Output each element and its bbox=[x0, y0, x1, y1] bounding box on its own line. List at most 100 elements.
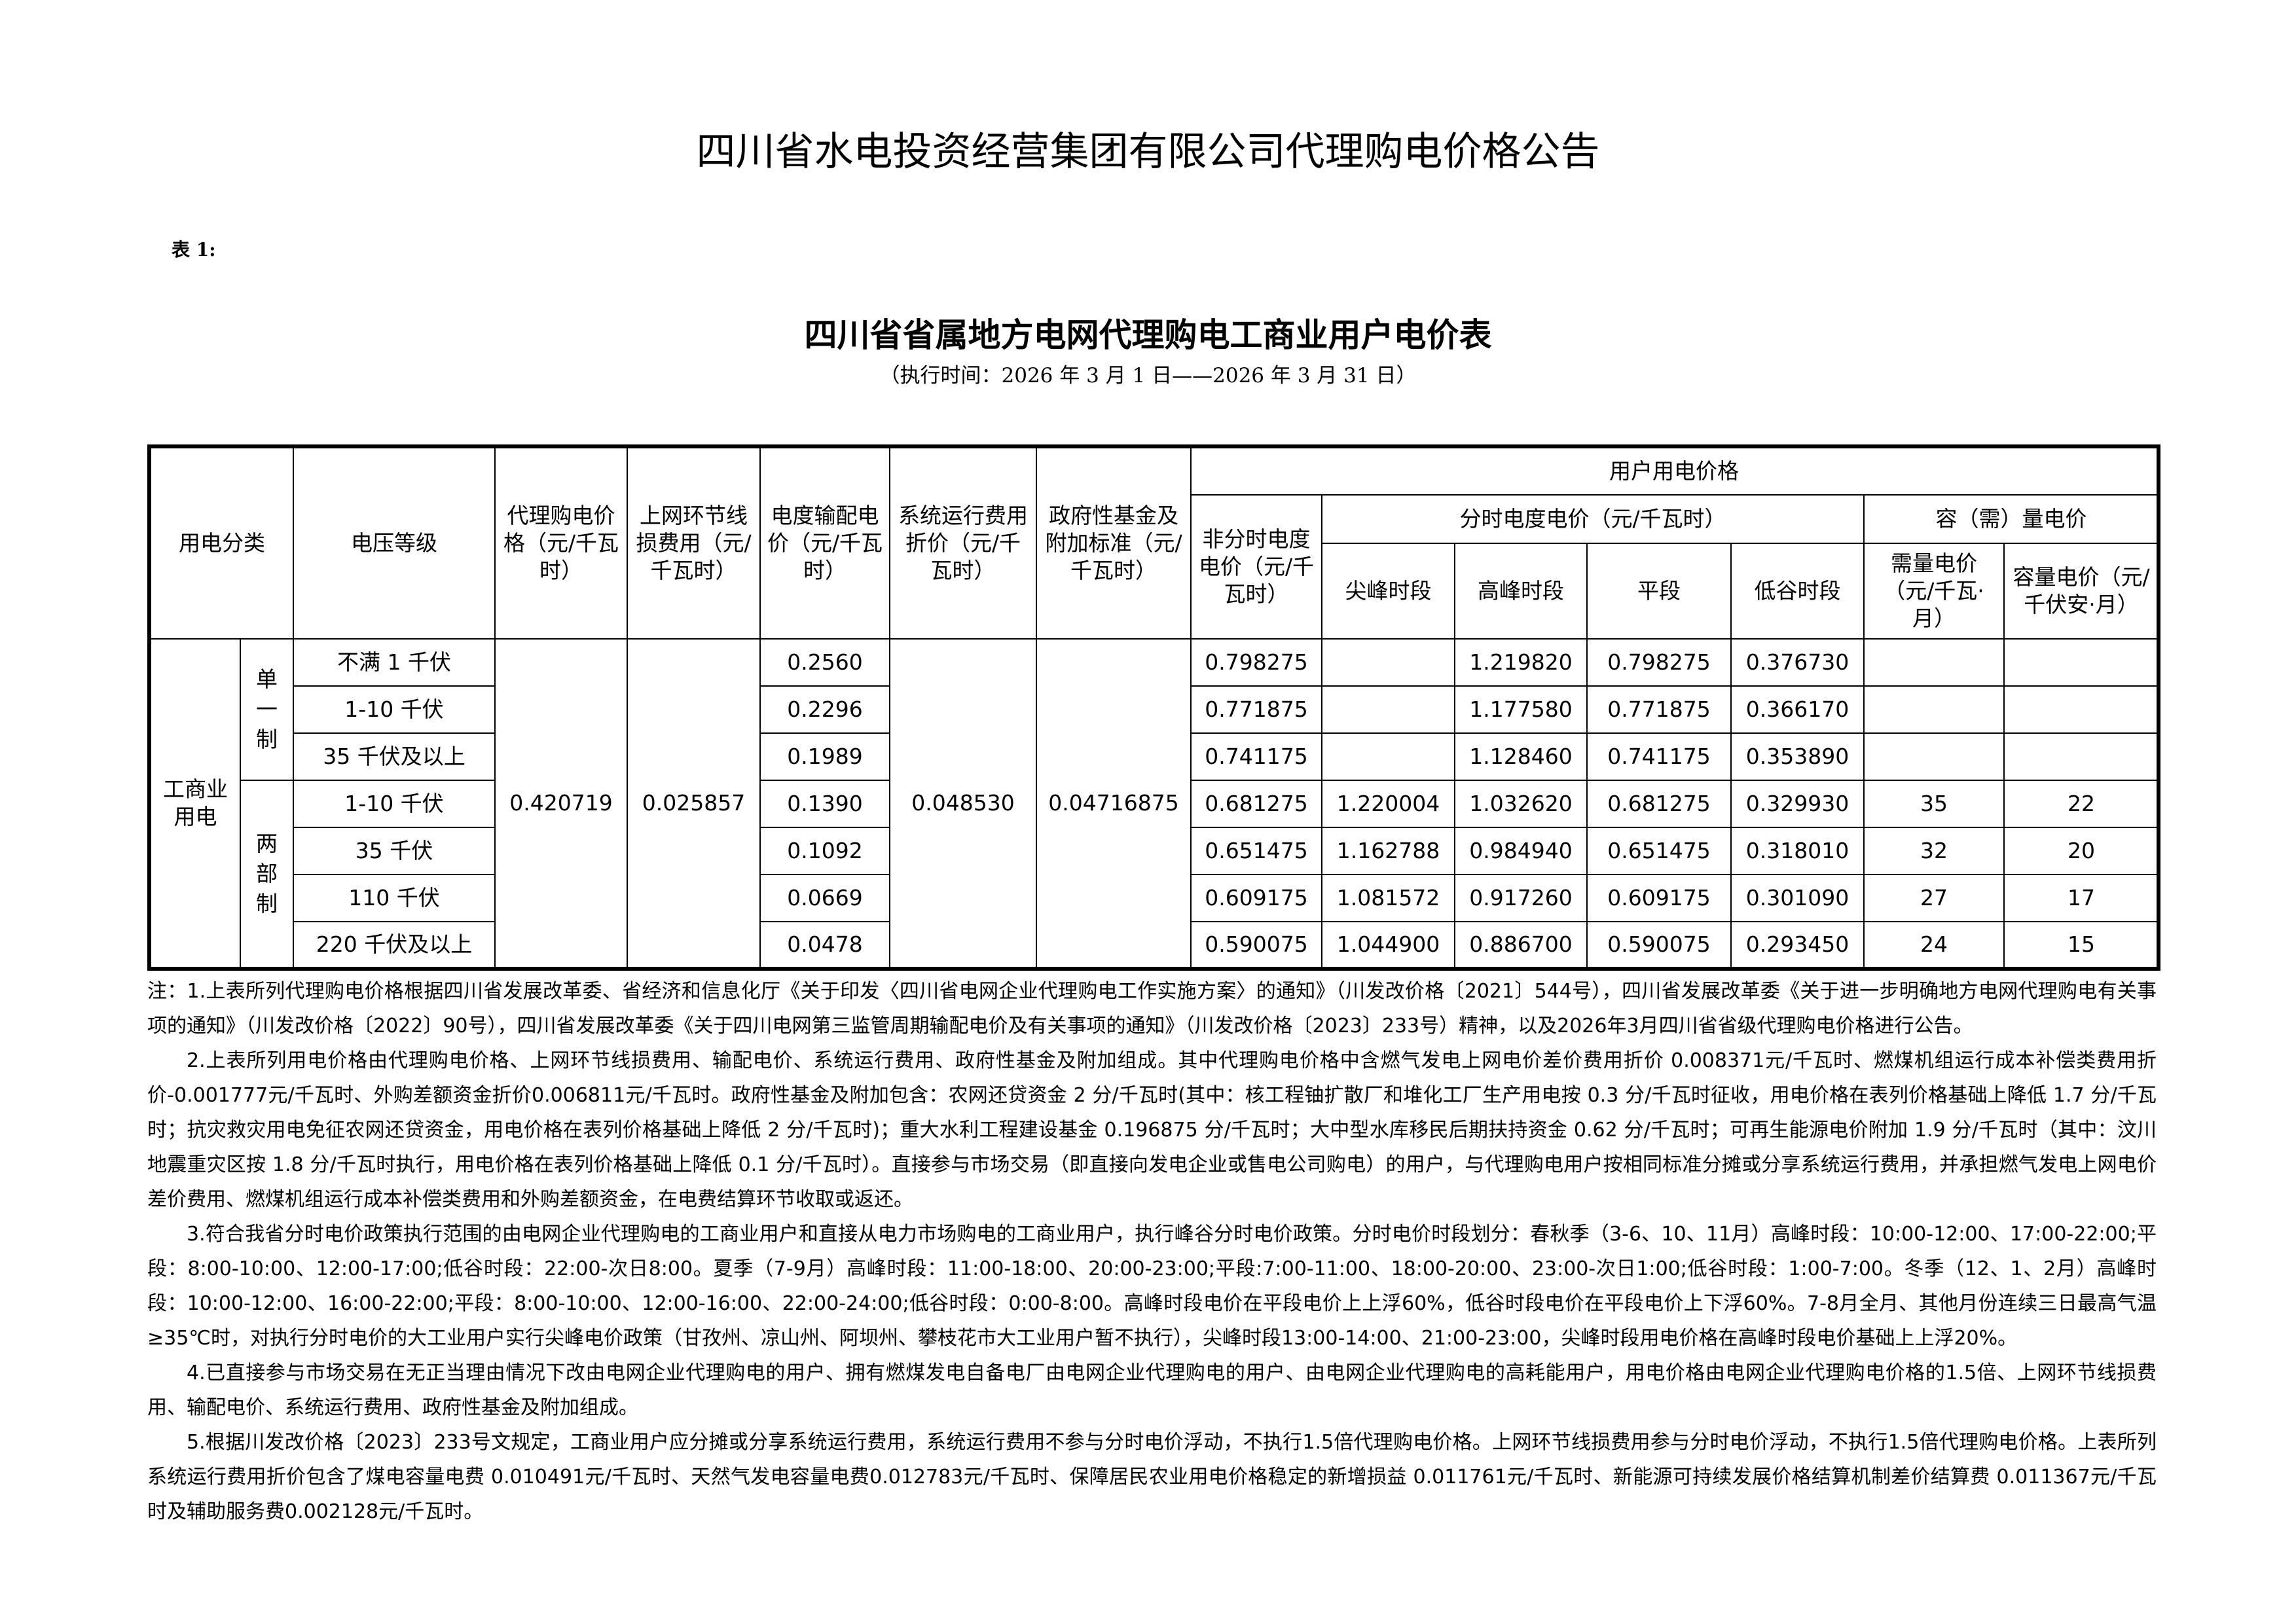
header-valley: 低谷时段 bbox=[1730, 543, 1865, 640]
flat-cell: 0.651475 bbox=[1586, 827, 1732, 875]
peak-cell: 0.917260 bbox=[1454, 874, 1588, 922]
demand-cell: 32 bbox=[1863, 827, 2005, 875]
group-main-cell: 工商业用电 bbox=[149, 638, 241, 969]
header-demand: 需量电价（元/千瓦·月） bbox=[1863, 543, 2005, 640]
table-row: 220 千伏及以上 0.0478 0.590075 1.044900 0.886700 0… bbox=[149, 921, 2159, 969]
system-op-cell: 0.048530 bbox=[889, 638, 1037, 969]
valley-cell: 0.329930 bbox=[1730, 780, 1865, 828]
non-tou-cell: 0.771875 bbox=[1190, 685, 1322, 734]
notes: 注：1.上表所列代理购电价格根据四川省发展改革委、省经济和信息化厅《关于印发〈四… bbox=[147, 974, 2157, 1529]
valley-cell: 0.376730 bbox=[1730, 638, 1865, 687]
demand-cell: 27 bbox=[1863, 874, 2005, 922]
header-category: 用电分类 bbox=[149, 446, 294, 640]
peak-cell: 1.032620 bbox=[1454, 780, 1588, 828]
voltage-cell: 110 千伏 bbox=[293, 874, 496, 922]
transmission-cell: 0.1989 bbox=[759, 732, 890, 781]
demand-cell bbox=[1863, 732, 2005, 781]
voltage-cell: 220 千伏及以上 bbox=[293, 921, 496, 969]
capacity-cell bbox=[2003, 685, 2159, 734]
voltage-cell: 35 千伏 bbox=[293, 827, 496, 875]
demand-cell bbox=[1863, 685, 2005, 734]
demand-cell: 24 bbox=[1863, 921, 2005, 969]
page-title: 四川省水电投资经营集团有限公司代理购电价格公告 bbox=[696, 129, 1600, 175]
header-agency-price: 代理购电价格（元/千瓦时） bbox=[494, 446, 628, 640]
valley-cell: 0.353890 bbox=[1730, 732, 1865, 781]
capacity-cell bbox=[2003, 638, 2159, 687]
table-number: 表 1: bbox=[172, 239, 216, 261]
valley-cell: 0.318010 bbox=[1730, 827, 1865, 875]
valley-cell: 0.293450 bbox=[1730, 921, 1865, 969]
table-row: 工商业用电 单一制 不满 1 千伏 0.420719 0.025857 0.2560 0.0… bbox=[149, 638, 2159, 969]
capacity-cell: 20 bbox=[2003, 827, 2159, 875]
sharp-cell bbox=[1321, 732, 1455, 781]
execution-period: （执行时间：2026 年 3 月 1 日——2026 年 3 月 31 日） bbox=[879, 364, 1417, 388]
gov-fund-cell: 0.04716875 bbox=[1036, 638, 1192, 969]
table-row: 35 千伏及以上 0.1989 0.741175 1.128460 0.741175 0.… bbox=[149, 732, 2159, 781]
transmission-cell: 0.2296 bbox=[759, 685, 890, 734]
header-system-op: 系统运行费用折价（元/千瓦时） bbox=[889, 446, 1037, 640]
voltage-cell: 35 千伏及以上 bbox=[293, 732, 496, 781]
valley-cell: 0.366170 bbox=[1730, 685, 1865, 734]
header-tou: 分时电度电价（元/千瓦时） bbox=[1321, 494, 1865, 544]
header-voltage: 电压等级 bbox=[293, 446, 496, 640]
non-tou-cell: 0.590075 bbox=[1190, 921, 1322, 969]
peak-cell: 1.219820 bbox=[1454, 638, 1588, 687]
capacity-cell: 17 bbox=[2003, 874, 2159, 922]
header-sharp: 尖峰时段 bbox=[1321, 543, 1455, 640]
transmission-cell: 0.0669 bbox=[759, 874, 890, 922]
peak-cell: 0.886700 bbox=[1454, 921, 1588, 969]
demand-cell: 35 bbox=[1863, 780, 2005, 828]
note-2: 2.上表所列用电价格由代理购电价格、上网环节线损费用、输配电价、系统运行费用、政… bbox=[147, 1049, 2157, 1211]
note-5: 5.根据川发改价格〔2023〕233号文规定，工商业用户应分摊或分享系统运行费用… bbox=[147, 1431, 2157, 1523]
note-4: 4.已直接参与市场交易在无正当理由情况下改由电网企业代理购电的用户、拥有燃煤发电… bbox=[147, 1362, 2157, 1419]
non-tou-cell: 0.798275 bbox=[1190, 638, 1322, 687]
voltage-cell: 1-10 千伏 bbox=[293, 685, 496, 734]
table-row: 两部制 1-10 千伏 0.1390 0.681275 1.220004 1.032620… bbox=[149, 780, 2159, 969]
group-two-part-cell: 两部制 bbox=[240, 780, 294, 969]
transmission-cell: 0.1390 bbox=[759, 780, 890, 828]
peak-cell: 1.177580 bbox=[1454, 685, 1588, 734]
price-table: 用电分类 电压等级 代理购电价格（元/千瓦时） 上网环节线损费用（元/千瓦时） … bbox=[147, 444, 2160, 971]
sharp-cell: 1.081572 bbox=[1321, 874, 1455, 922]
header-user-price: 用户用电价格 bbox=[1190, 446, 2159, 496]
header-transmission: 电度输配电价（元/千瓦时） bbox=[759, 446, 890, 640]
sharp-cell: 1.044900 bbox=[1321, 921, 1455, 969]
header-gov-fund: 政府性基金及附加标准（元/千瓦时） bbox=[1036, 446, 1192, 640]
capacity-cell: 15 bbox=[2003, 921, 2159, 969]
line-loss-cell: 0.025857 bbox=[627, 638, 761, 969]
valley-cell: 0.301090 bbox=[1730, 874, 1865, 922]
header-capacity-group: 容（需）量电价 bbox=[1863, 494, 2159, 544]
non-tou-cell: 0.651475 bbox=[1190, 827, 1322, 875]
voltage-cell: 不满 1 千伏 bbox=[293, 638, 496, 687]
group-single-cell: 单一制 bbox=[240, 638, 294, 781]
flat-cell: 0.681275 bbox=[1586, 780, 1732, 828]
agency-price-cell: 0.420719 bbox=[494, 638, 628, 969]
header-flat: 平段 bbox=[1586, 543, 1732, 640]
flat-cell: 0.798275 bbox=[1586, 638, 1732, 687]
header-peak: 高峰时段 bbox=[1454, 543, 1588, 640]
non-tou-cell: 0.741175 bbox=[1190, 732, 1322, 781]
group-main: 工商业用电 bbox=[163, 776, 228, 829]
sharp-cell bbox=[1321, 638, 1455, 687]
table-row: 1-10 千伏 0.2296 0.771875 1.177580 0.771875 0.3… bbox=[149, 685, 2159, 734]
peak-cell: 0.984940 bbox=[1454, 827, 1588, 875]
group-single: 单一制 bbox=[256, 666, 278, 752]
peak-cell: 1.128460 bbox=[1454, 732, 1588, 781]
capacity-cell: 22 bbox=[2003, 780, 2159, 828]
flat-cell: 0.741175 bbox=[1586, 732, 1732, 781]
group-two-part: 两部制 bbox=[256, 831, 278, 916]
table-row: 110 千伏 0.0669 0.609175 1.081572 0.917260 0.60… bbox=[149, 874, 2159, 922]
header-line-loss: 上网环节线损费用（元/千瓦时） bbox=[627, 446, 761, 640]
table-title: 四川省省属地方电网代理购电工商业用户电价表 bbox=[804, 316, 1492, 354]
flat-cell: 0.590075 bbox=[1586, 921, 1732, 969]
non-tou-cell: 0.681275 bbox=[1190, 780, 1322, 828]
flat-cell: 0.771875 bbox=[1586, 685, 1732, 734]
voltage-cell: 1-10 千伏 bbox=[293, 780, 496, 828]
sharp-cell: 1.220004 bbox=[1321, 780, 1455, 828]
capacity-cell bbox=[2003, 732, 2159, 781]
sharp-cell bbox=[1321, 685, 1455, 734]
transmission-cell: 0.1092 bbox=[759, 827, 890, 875]
demand-cell bbox=[1863, 638, 2005, 687]
flat-cell: 0.609175 bbox=[1586, 874, 1732, 922]
header-non-tou: 非分时电度电价（元/千瓦时） bbox=[1190, 494, 1322, 640]
